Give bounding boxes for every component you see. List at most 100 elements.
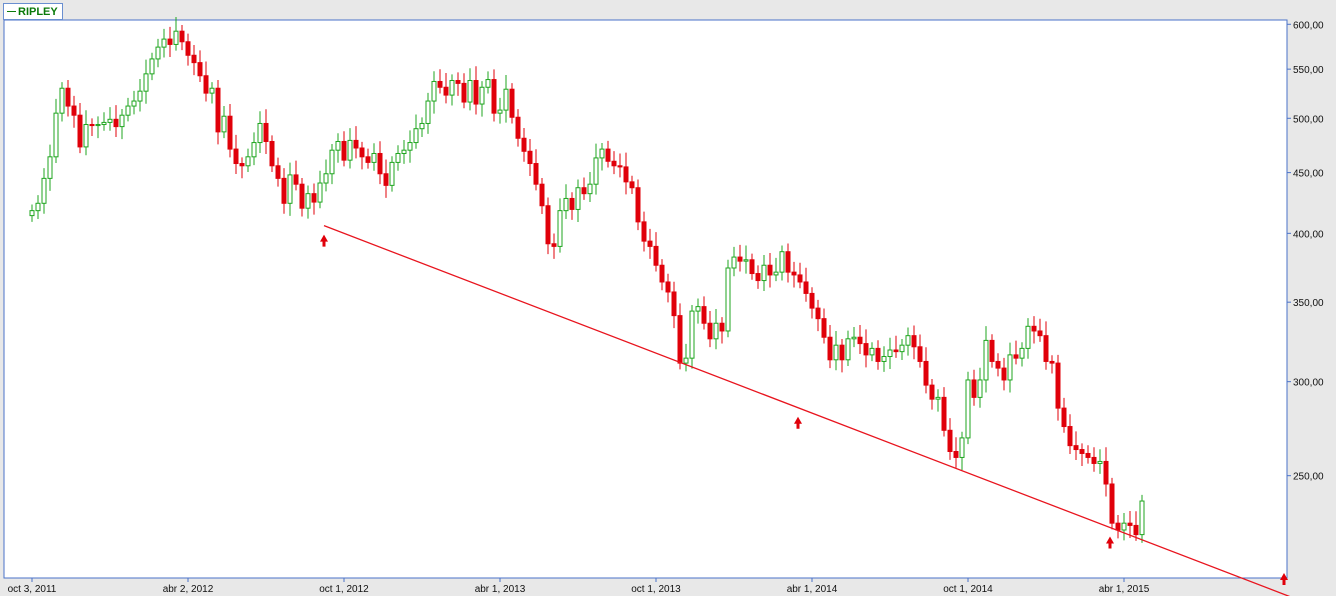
x-tick-label: oct 1, 2013 <box>631 584 681 595</box>
candle <box>425 92 431 134</box>
candle <box>77 102 83 154</box>
legend-label: RIPLEY <box>18 5 58 18</box>
candle <box>89 118 95 136</box>
candle <box>455 72 461 96</box>
candle <box>467 68 473 111</box>
candle <box>1091 447 1097 472</box>
candle <box>149 52 155 81</box>
candle <box>413 114 419 149</box>
candle <box>791 261 797 288</box>
candle <box>407 130 413 163</box>
candle <box>545 197 551 255</box>
candle <box>641 211 647 252</box>
candle <box>275 157 281 187</box>
candle <box>47 144 53 191</box>
candle <box>971 369 977 406</box>
candle <box>917 334 923 368</box>
candle <box>209 82 215 104</box>
candle <box>899 339 905 360</box>
candle <box>797 262 803 289</box>
candle <box>749 253 755 280</box>
candle <box>539 178 545 215</box>
candle <box>479 81 485 117</box>
candle <box>1073 431 1079 460</box>
candle <box>1079 443 1085 467</box>
candle <box>377 141 383 185</box>
candle <box>743 245 749 274</box>
candle <box>305 185 311 219</box>
candle <box>1037 318 1043 342</box>
candle <box>989 334 995 368</box>
candle <box>563 184 569 219</box>
candle <box>731 246 737 277</box>
candle <box>653 232 659 272</box>
candle <box>863 329 869 368</box>
candle <box>239 157 245 179</box>
candle <box>1067 414 1073 454</box>
candle <box>245 148 251 173</box>
candle <box>191 45 197 76</box>
candle <box>491 69 497 122</box>
candle <box>815 299 821 332</box>
y-tick-label: 250,00 <box>1293 472 1324 483</box>
candle <box>509 83 515 124</box>
candle <box>911 325 917 360</box>
candle <box>707 311 713 348</box>
candle <box>203 61 209 102</box>
candle <box>1097 449 1103 474</box>
candle <box>947 418 953 460</box>
candle <box>581 177 587 200</box>
candle <box>983 326 989 393</box>
candle <box>437 69 443 94</box>
candle <box>287 162 293 216</box>
candle <box>935 389 941 412</box>
y-tick-label: 550,00 <box>1293 65 1324 76</box>
candle <box>1109 477 1115 530</box>
candle <box>185 33 191 66</box>
candle <box>383 159 389 198</box>
candle <box>1061 397 1067 433</box>
candle <box>71 95 77 128</box>
candle <box>293 160 299 191</box>
candle <box>1127 510 1133 538</box>
candle <box>599 142 605 171</box>
candle <box>59 82 65 122</box>
candle <box>347 128 353 169</box>
candle <box>395 145 401 171</box>
candle <box>851 327 857 348</box>
candle <box>635 179 641 231</box>
candle <box>341 131 347 167</box>
candle <box>515 109 521 147</box>
candle <box>713 308 719 350</box>
candle <box>29 204 35 222</box>
candle <box>683 343 689 372</box>
candle <box>401 139 407 164</box>
candle <box>881 346 887 372</box>
legend-line-icon <box>7 11 16 12</box>
candle <box>443 73 449 104</box>
candle <box>113 105 119 138</box>
candle <box>269 135 275 173</box>
y-tick-label: 350,00 <box>1293 298 1324 309</box>
legend[interactable]: RIPLEY <box>3 3 63 20</box>
candle <box>779 245 785 281</box>
candle <box>227 103 233 158</box>
candle <box>665 273 671 303</box>
candle <box>887 337 893 370</box>
up-arrow-icon <box>1280 573 1288 585</box>
trendline-layer <box>323 225 1291 596</box>
support-arrows-layer <box>320 234 1288 585</box>
candle <box>353 126 359 159</box>
candle <box>521 128 527 162</box>
candle <box>617 153 623 178</box>
candle <box>857 325 863 354</box>
up-arrow-icon <box>1106 536 1114 549</box>
candle <box>953 437 959 468</box>
candle <box>173 16 179 51</box>
candle <box>875 340 881 370</box>
candle <box>695 298 701 324</box>
candle <box>83 110 89 156</box>
candle <box>575 179 581 222</box>
candle <box>131 90 137 115</box>
candle <box>335 133 341 163</box>
